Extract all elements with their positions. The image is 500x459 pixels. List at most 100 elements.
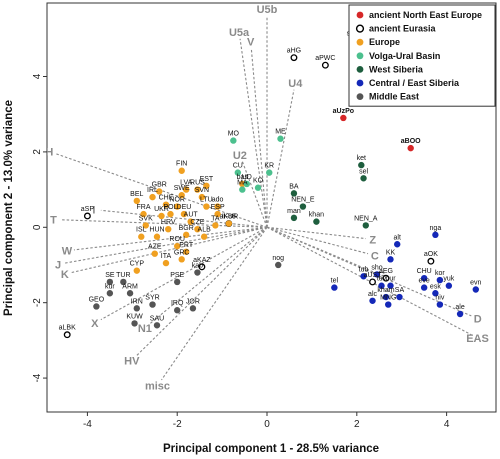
point-nga <box>432 231 439 239</box>
point-label: nga <box>430 225 442 232</box>
point-kuw <box>131 320 138 327</box>
point-ita <box>162 259 170 267</box>
point-label: LVA <box>180 180 193 187</box>
point-akaz <box>198 263 206 271</box>
point-chu <box>420 274 428 282</box>
point-label: aPWC <box>315 55 335 62</box>
point-jor <box>189 305 197 312</box>
vector-label: V <box>247 36 255 48</box>
point-label: aLBK <box>59 325 76 332</box>
point-eve <box>420 284 428 291</box>
data-points <box>63 37 479 339</box>
vector-label: U2 <box>233 150 247 162</box>
point-label: kab <box>192 263 203 270</box>
point-label: SAU <box>150 315 164 322</box>
point-label: khan <box>309 212 324 219</box>
point-kor <box>436 276 444 284</box>
point-fra <box>140 210 147 218</box>
point-label: UKR <box>154 206 169 213</box>
point-rou <box>174 242 181 250</box>
point-geo <box>93 303 100 310</box>
point-label: HRV <box>161 219 176 226</box>
point-label: ado <box>212 197 224 204</box>
point-svn <box>198 193 206 201</box>
point-svk <box>142 222 149 229</box>
point-me <box>277 135 284 142</box>
point-label: GRC <box>174 249 190 256</box>
point-label: EST <box>200 176 214 183</box>
point-albk <box>63 331 71 339</box>
point-label: sho <box>371 264 382 271</box>
point-ma <box>239 186 246 193</box>
point-label: PSE <box>170 272 184 279</box>
vector-label: Z <box>369 234 376 246</box>
y-tick-label: -4 <box>32 373 43 382</box>
point-aok <box>427 257 435 265</box>
point-irl <box>149 193 156 201</box>
point-label: GBR <box>152 181 167 188</box>
vector-label: T <box>50 214 57 226</box>
point-label: UD <box>242 174 252 181</box>
point-niv <box>436 301 444 308</box>
point-label: JOR <box>186 298 200 305</box>
point-label: eve <box>419 278 430 285</box>
vector-u2 <box>241 161 268 228</box>
point-label: bur <box>385 276 396 283</box>
point-ltu <box>203 203 210 210</box>
point-label: niv <box>435 295 444 302</box>
axes: -4 -2 0 2 4 -4 -2 0 2 4 <box>32 73 450 430</box>
point-label: TA <box>211 215 220 222</box>
point-label: aSP <box>81 206 95 213</box>
vector-label: misc <box>145 381 170 393</box>
vector-label: D <box>474 314 482 326</box>
point-label: aOK <box>424 251 438 258</box>
vector-label: C <box>371 250 379 262</box>
point-label: II-88 <box>222 214 236 221</box>
y-tick-label: 2 <box>32 149 43 155</box>
point-irn <box>133 305 140 312</box>
point-label: yuk <box>443 276 454 283</box>
point-label: BA <box>289 183 299 190</box>
point-label: CYP <box>130 261 145 268</box>
point-label: POL <box>163 204 177 211</box>
point-ud <box>243 180 251 188</box>
point-kham <box>382 293 390 301</box>
point-label: IRL <box>147 187 158 194</box>
x-tick-label: 4 <box>444 419 450 430</box>
vector-u5a <box>239 38 268 228</box>
vector-label: HV <box>124 355 140 367</box>
y-tick-label: 4 <box>32 73 43 79</box>
point-label: esk <box>430 283 441 290</box>
point-label: CU <box>233 163 243 170</box>
point-sau <box>153 322 161 329</box>
point-ii-88 <box>225 220 233 227</box>
point-pse <box>174 278 181 286</box>
point-ko <box>254 184 262 191</box>
point-hun <box>153 233 161 240</box>
point-label: KUW <box>126 313 143 320</box>
point-label: NEN_E <box>291 197 315 204</box>
point-label: ISL <box>136 227 147 234</box>
point-gbr <box>156 188 163 195</box>
vector-n1 <box>149 226 268 324</box>
point-label: HUN <box>149 227 164 234</box>
vector-label: I <box>92 205 95 217</box>
point-label: nog <box>272 255 284 262</box>
point-label: kham <box>377 287 394 294</box>
point-alc <box>369 297 376 304</box>
point-se <box>106 278 114 286</box>
point-mo <box>230 137 237 144</box>
legend-swatch <box>356 52 364 60</box>
vector-v <box>250 48 268 228</box>
point-isl <box>138 233 145 240</box>
point-ba <box>290 190 298 197</box>
point-label: RUS <box>190 180 205 187</box>
point-nor <box>174 203 181 210</box>
legend-entry: Volga-Ural Basin <box>369 51 440 61</box>
point-aze <box>151 250 158 257</box>
point-label: ket <box>357 155 366 162</box>
point-label: ALB <box>198 227 212 234</box>
legend-entry: Middle East <box>369 92 419 102</box>
vector-label: X <box>91 318 99 330</box>
point-khan <box>313 218 320 225</box>
